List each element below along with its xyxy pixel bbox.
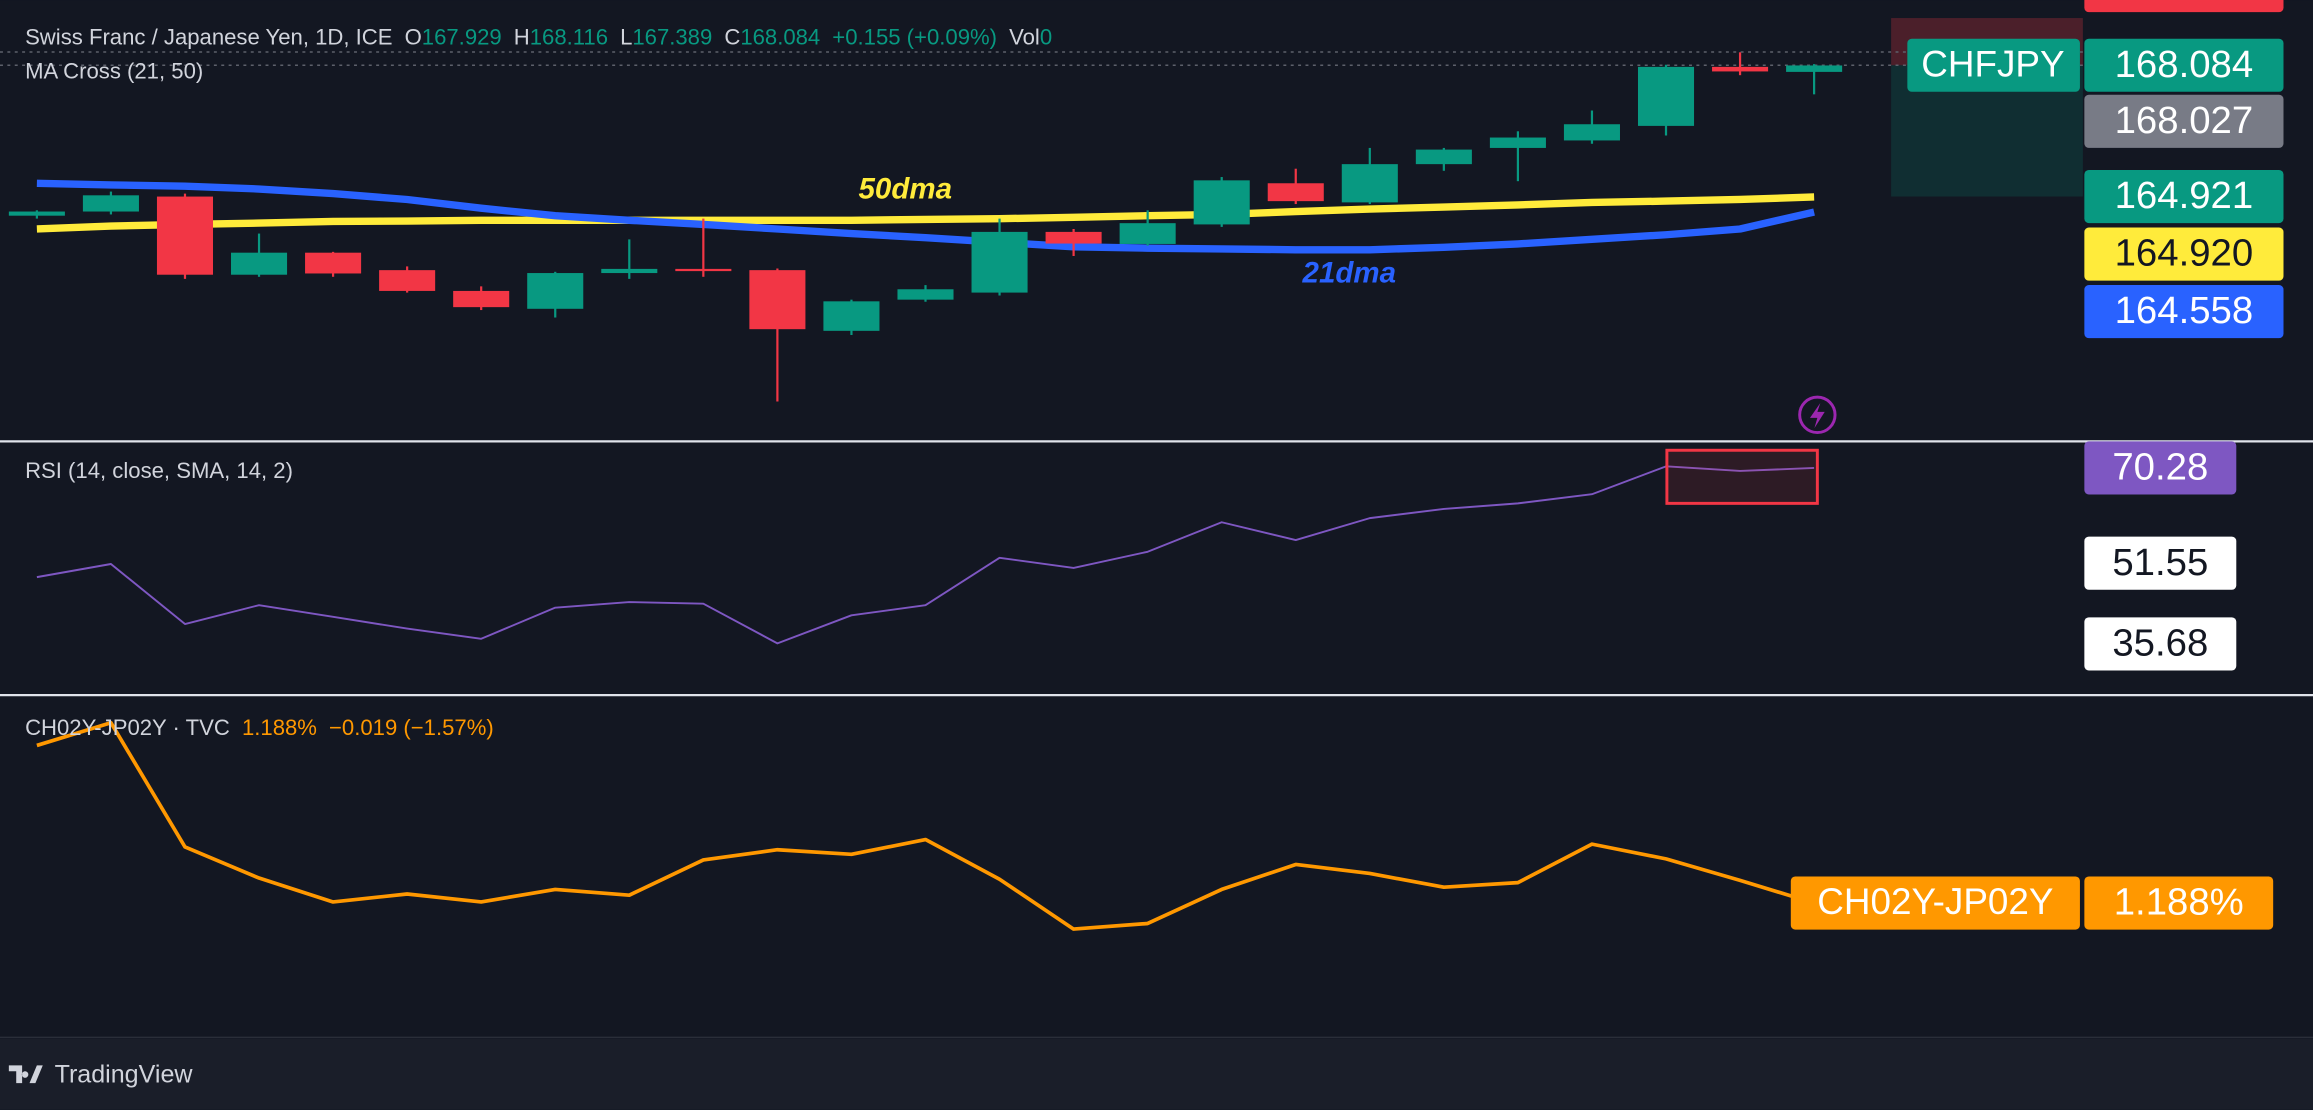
price-badge-box — [2084, 0, 2284, 13]
candle-body — [1341, 164, 1398, 203]
spread-last: 1.188% — [242, 715, 317, 740]
candle-body — [527, 273, 584, 309]
series-line — [36, 720, 1815, 931]
low-value: 167.389 — [632, 25, 712, 50]
last-price-badge: 168.084 — [2115, 43, 2254, 86]
candle-body — [1045, 231, 1102, 244]
symbol-badge-box — [1907, 38, 2080, 92]
plot: 50dma 21dma — [8, 52, 1843, 931]
value-badge: 35.68 — [2112, 622, 2208, 665]
price-badge: 169.200 — [2115, 0, 2254, 6]
price-badge: 168.027 — [2115, 99, 2254, 142]
value-badge-box — [2084, 536, 2237, 590]
ma-line — [36, 193, 1815, 233]
candle-body — [82, 195, 139, 212]
candle-body — [1193, 180, 1250, 225]
price-badge: 164.920 — [2115, 232, 2254, 275]
candle-body — [675, 268, 732, 272]
last-price-badge-box — [2084, 38, 2284, 92]
last-value-badge-box — [2084, 441, 2237, 495]
logo-mark — [8, 1065, 43, 1084]
symbol-badge: CHFJPY — [1921, 43, 2064, 84]
price-badge-box — [2084, 94, 2284, 148]
candle-body — [8, 211, 65, 216]
open-value: 167.929 — [422, 25, 502, 50]
candle-body — [897, 289, 954, 300]
value-badge-box — [2084, 617, 2237, 671]
legend-label: L — [620, 25, 632, 50]
rsi-title: RSI (14, close, SMA, 14, 2) — [25, 458, 293, 483]
ma-annotation: 50dma — [859, 172, 952, 205]
legend-label: C — [724, 25, 740, 50]
price-badge: 164.921 — [2115, 174, 2254, 217]
legend-label: O — [405, 25, 422, 50]
highlight-box — [1665, 448, 1819, 505]
price-badge-box — [2084, 227, 2284, 281]
candle-body — [1489, 137, 1546, 148]
candle-body — [1415, 149, 1472, 165]
volume-value: 0 — [1040, 25, 1052, 50]
candle-body — [379, 270, 436, 291]
event-marker — [1798, 395, 1837, 435]
candle-body — [1563, 124, 1620, 141]
spread-change: −0.019 (−1.57%) — [329, 715, 494, 740]
candle-body — [231, 252, 288, 275]
footer-bar — [0, 1038, 2313, 1110]
candle-body — [156, 196, 214, 275]
candle-body — [1786, 65, 1843, 72]
last-value-badge: 1.188% — [2114, 881, 2244, 924]
last-value-badge: 70.28 — [2112, 446, 2208, 489]
spread-title: CH02Y-JP02Y · TVC — [25, 715, 230, 740]
series-line — [36, 465, 1815, 645]
brand-logo — [8, 1065, 43, 1084]
change-value: +0.155 (+0.09%) — [832, 25, 997, 50]
symbol-badge: CH02Y-JP02Y — [1817, 881, 2053, 922]
close-value: 168.084 — [740, 25, 820, 50]
candle-body — [1637, 66, 1695, 126]
candle-body — [1119, 223, 1176, 244]
ma-line — [36, 179, 1815, 254]
candle-body — [1712, 66, 1769, 72]
candle-body — [971, 231, 1028, 293]
axes: 169.200 168.027 164.921 164.920 164.558 CHFJP… — [1790, 0, 2284, 930]
price-badge: 164.558 — [2115, 289, 2254, 332]
legend-label: Vol — [1009, 25, 1040, 50]
indicator-title: MA Cross (21, 50) — [25, 58, 203, 83]
candle-body — [749, 270, 806, 330]
candle-body — [823, 301, 880, 331]
legend-label: H — [514, 25, 530, 50]
candle-body — [601, 268, 658, 274]
symbol-badge-box — [1790, 876, 2080, 930]
candle-body — [305, 252, 362, 274]
candle-body — [1267, 183, 1324, 202]
ma-annotation: 21dma — [1302, 257, 1396, 290]
event-icon — [1809, 403, 1825, 429]
spread-legend: CH02Y-JP02Y · TVC 1.188% −0.019 (−1.57%) — [25, 715, 494, 740]
candle-body — [453, 290, 510, 308]
price-badge-box — [2084, 285, 2284, 339]
high-value: 168.116 — [530, 25, 608, 50]
symbol-title: Swiss Franc / Japanese Yen, 1D, ICE — [25, 25, 392, 50]
price-badge-box — [2084, 169, 2284, 224]
legend-line: Swiss Franc / Japanese Yen, 1D, ICE O167… — [25, 25, 1052, 50]
value-badge: 51.55 — [2112, 541, 2208, 584]
last-value-badge-box — [2084, 876, 2274, 930]
brand-name: TradingView — [55, 1060, 194, 1088]
